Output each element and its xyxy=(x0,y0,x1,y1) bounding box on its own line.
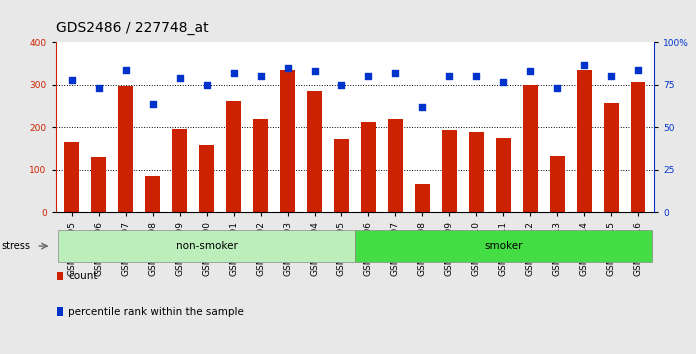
Bar xyxy=(361,122,376,212)
Point xyxy=(255,74,266,79)
Bar xyxy=(355,230,651,262)
Point xyxy=(336,82,347,88)
Point xyxy=(470,74,482,79)
Point xyxy=(201,82,212,88)
Point xyxy=(525,69,536,74)
Bar xyxy=(118,86,133,212)
Point xyxy=(578,62,590,67)
Bar xyxy=(603,103,619,212)
Point xyxy=(309,69,320,74)
Point xyxy=(93,86,104,91)
Bar xyxy=(56,272,63,280)
Point xyxy=(147,101,158,107)
Bar xyxy=(334,139,349,212)
Bar xyxy=(415,184,429,212)
Point xyxy=(552,86,563,91)
Point xyxy=(174,75,185,81)
Point xyxy=(363,74,374,79)
Point xyxy=(633,67,644,73)
Bar xyxy=(58,230,355,262)
Bar xyxy=(469,132,484,212)
Bar xyxy=(307,91,322,212)
Point xyxy=(606,74,617,79)
Bar xyxy=(253,119,268,212)
Bar xyxy=(631,81,645,212)
Point xyxy=(498,79,509,84)
Text: smoker: smoker xyxy=(484,241,523,251)
Point xyxy=(390,70,401,76)
Bar xyxy=(145,176,160,212)
Point xyxy=(282,65,293,71)
Text: non-smoker: non-smoker xyxy=(175,241,237,251)
Text: count: count xyxy=(68,271,97,281)
Bar xyxy=(173,129,187,212)
Bar xyxy=(91,157,106,212)
Text: GDS2486 / 227748_at: GDS2486 / 227748_at xyxy=(56,21,208,35)
Bar xyxy=(56,307,63,316)
Bar xyxy=(280,70,295,212)
Point xyxy=(417,104,428,110)
Bar xyxy=(65,142,79,212)
Bar xyxy=(199,145,214,212)
Point xyxy=(120,67,132,73)
Point xyxy=(228,70,239,76)
Bar xyxy=(496,138,511,212)
Bar xyxy=(523,85,537,212)
Bar xyxy=(550,156,564,212)
Text: percentile rank within the sample: percentile rank within the sample xyxy=(68,307,244,316)
Bar xyxy=(442,130,457,212)
Bar xyxy=(577,70,592,212)
Point xyxy=(66,77,77,83)
Text: stress: stress xyxy=(1,241,31,251)
Bar xyxy=(388,119,403,212)
Point xyxy=(444,74,455,79)
Bar xyxy=(226,101,241,212)
